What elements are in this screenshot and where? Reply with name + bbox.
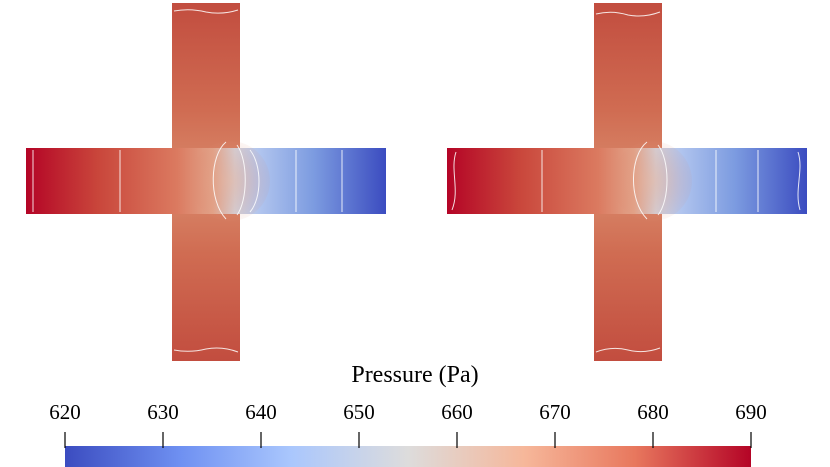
colorbar-tick-label: 690 bbox=[735, 400, 767, 424]
colorbar-tick-label: 630 bbox=[147, 400, 179, 424]
colorbar-tick-label: 680 bbox=[637, 400, 669, 424]
colorbar bbox=[64, 432, 752, 467]
colorbar-ticks bbox=[64, 432, 752, 448]
junction-highlight bbox=[612, 141, 692, 221]
cross-panel-left bbox=[26, 3, 386, 361]
contour-lines bbox=[32, 9, 343, 353]
contour-lines bbox=[451, 11, 801, 353]
junction-highlight bbox=[190, 141, 270, 221]
cross-panel-right bbox=[447, 3, 807, 361]
colorbar-tick-label: 670 bbox=[539, 400, 571, 424]
colorbar-tick-label: 650 bbox=[343, 400, 375, 424]
colorbar-tick-label: 620 bbox=[49, 400, 81, 424]
colorbar-tick-label: 660 bbox=[441, 400, 473, 424]
colorbar-tick-label: 640 bbox=[245, 400, 277, 424]
colorbar-title: Pressure (Pa) bbox=[351, 362, 479, 388]
colorbar-gradient bbox=[65, 446, 751, 467]
